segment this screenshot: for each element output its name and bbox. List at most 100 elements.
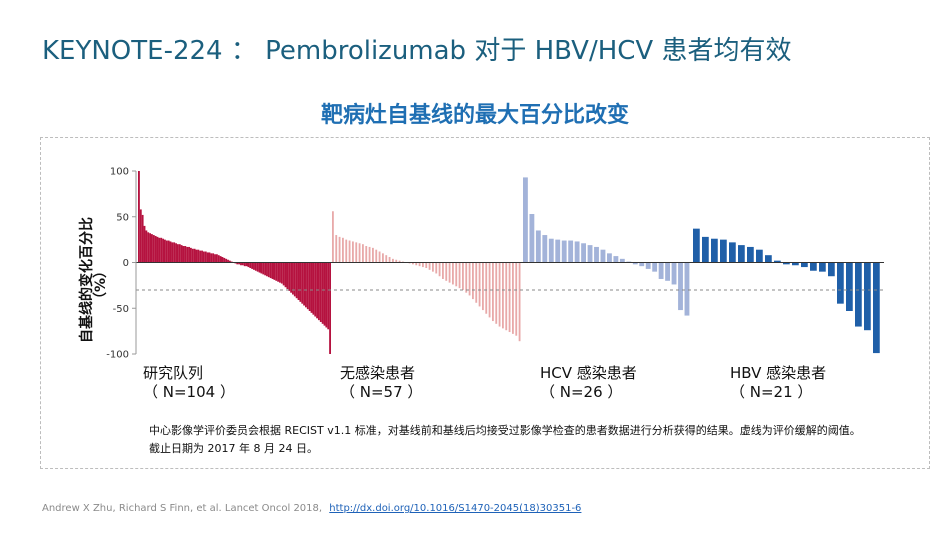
bar-2-13 [607,253,612,263]
bar-1-9 [362,244,364,263]
y-tick-label: -100 [106,350,129,361]
bar-1-33 [442,262,444,279]
bar-2-19 [645,262,651,269]
bar-2-24 [678,262,683,311]
bar-0-81 [288,262,291,291]
bar-0-3 [143,225,146,263]
group-name: 无感染患者 [340,364,416,382]
bar-0-5 [147,232,150,263]
bar-0-69 [266,262,268,277]
bar-1-50 [498,262,501,327]
bar-0-15 [165,240,168,263]
bar-0-102 [327,262,330,330]
bar-1-3 [342,237,344,263]
bar-0-95 [314,262,317,317]
bar-3-12 [801,262,808,268]
bar-3-5 [738,245,745,263]
bar-0-48 [227,259,229,263]
bar-0-85 [295,262,298,299]
citation-link[interactable]: http://dx.doi.org/10.1016/S1470-2045(18)… [329,503,582,514]
group-n: （ N=104 ） [143,383,235,401]
bar-0-63 [254,262,257,271]
bar-0-38 [208,252,211,263]
bar-0-31 [195,249,198,263]
y-tick-label: 0 [123,258,129,269]
bar-3-0 [693,228,700,263]
bar-0-28 [189,247,192,263]
bar-1-48 [492,262,494,322]
bar-1-8 [358,243,361,263]
bar-0-54 [238,262,241,265]
y-axis-label-line1: 自基线的变化百分比 [78,217,95,343]
bar-0-2 [141,214,144,263]
bar-3-15 [828,262,835,277]
y-tick-label: -50 [113,304,129,315]
group-name: HBV 感染患者 [730,364,827,382]
bar-0-12 [160,237,163,263]
bar-1-53 [508,262,511,333]
bar-1-0 [332,211,334,263]
bars-layer [138,171,880,354]
bar-1-29 [428,262,431,270]
bar-1-42 [472,262,474,300]
group-name: 研究队列 [143,364,204,382]
bar-0-98 [319,262,322,322]
bar-0-58 [245,262,248,267]
bar-0-73 [273,262,276,280]
bar-0-40 [212,253,215,263]
slide-title: KEYNOTE-224 ： Pembrolizumab 对于 HBV/HCV 患… [42,36,792,66]
footnote: 中心影像学评价委员会根据 RECIST v1.1 标准，对基线前和基线后均接受过… [149,422,919,458]
bar-1-27 [422,262,424,268]
bar-1-37 [455,262,458,287]
y-tick-label: 50 [116,212,129,223]
bar-0-44 [219,256,222,263]
bar-1-39 [462,262,464,290]
bar-0-67 [262,262,265,275]
bar-2-10 [587,245,593,263]
bar-0-45 [221,257,224,263]
bar-3-9 [774,260,781,263]
bar-2-23 [671,262,677,285]
bar-0-101 [325,262,328,328]
bar-1-17 [388,257,391,263]
bar-2-14 [613,256,619,263]
bar-0-17 [169,241,172,263]
bar-0-25 [184,246,187,263]
bar-1-30 [432,262,434,272]
bar-2-2 [535,230,541,263]
bar-1-52 [505,262,508,331]
footnote-line2: 截止日期为 2017 年 8 月 24 日。 [149,442,318,455]
bar-0-35 [202,251,205,263]
bar-3-7 [756,249,763,263]
bar-2-25 [684,262,690,316]
bar-2-3 [542,235,548,263]
bar-0-9 [154,235,157,263]
group-n: （ N=57 ） [340,383,423,401]
bar-1-43 [475,262,478,303]
bar-3-17 [846,262,853,311]
bar-0-79 [284,262,287,288]
bar-0-26 [186,246,189,263]
bar-1-35 [448,262,451,283]
bar-1-54 [512,262,514,334]
citation: Andrew X Zhu, Richard S Finn, et al. Lan… [42,503,581,514]
bar-0-22 [178,244,181,263]
y-axis-label: 自基线的变化百分比 （%） [78,217,109,343]
bar-0-7 [150,234,153,263]
bar-1-36 [452,262,454,285]
bar-0-23 [180,245,183,263]
bar-0-18 [171,242,174,263]
bar-1-44 [478,262,481,307]
bar-0-76 [279,262,281,283]
bar-0-0 [138,171,140,263]
bar-0-83 [292,262,294,295]
bar-0-8 [152,235,155,263]
bar-3-1 [702,236,709,263]
bar-3-11 [792,262,799,266]
bar-0-61 [251,262,254,269]
group-name: HCV 感染患者 [540,364,637,382]
bar-1-14 [378,251,381,263]
bar-0-46 [223,257,226,263]
bar-0-78 [282,262,285,286]
